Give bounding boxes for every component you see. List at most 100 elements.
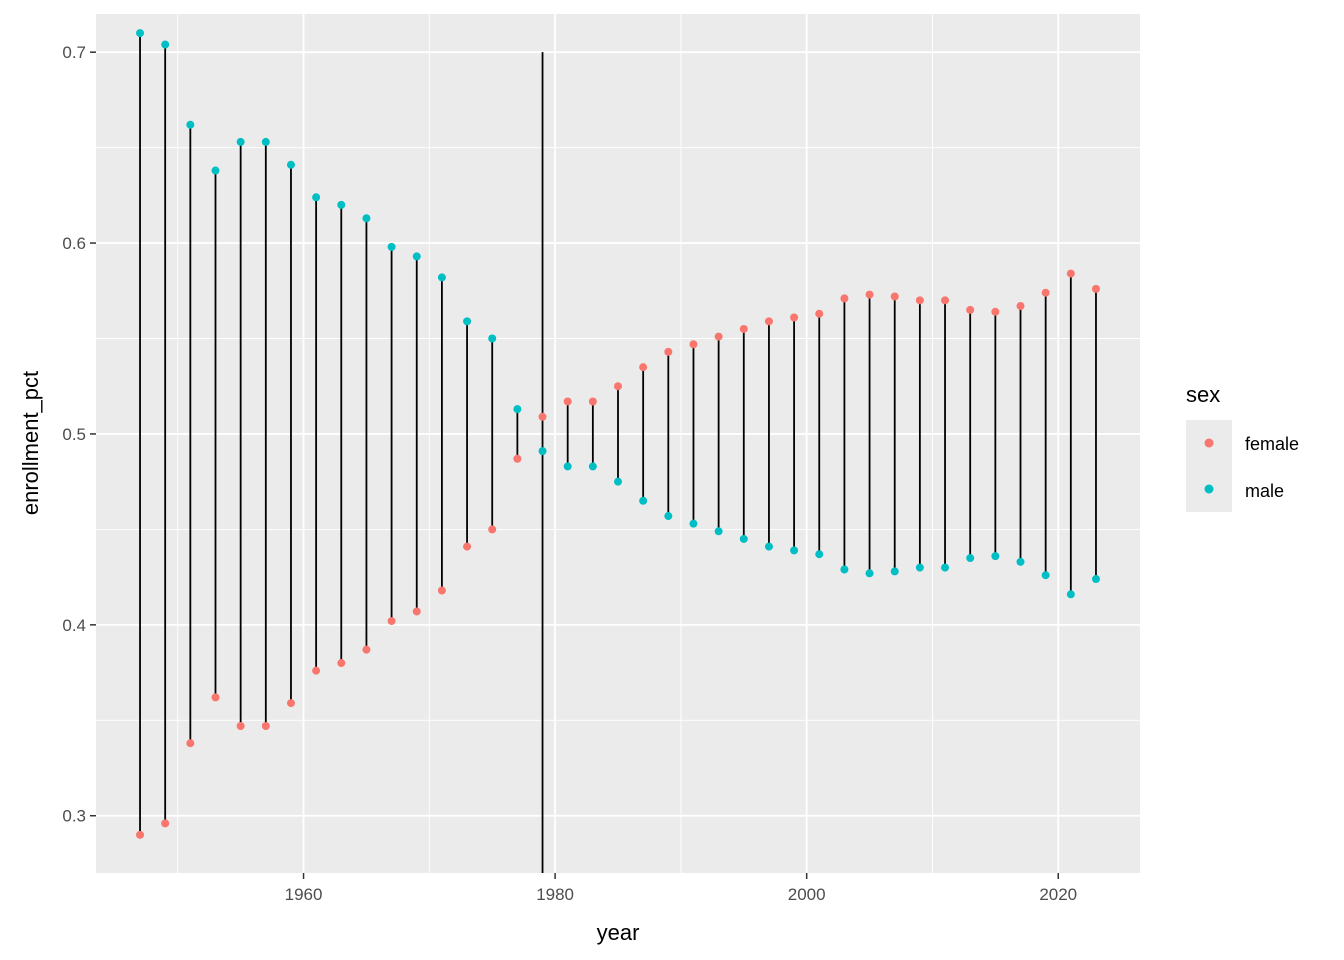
data-point-male bbox=[790, 546, 799, 555]
data-point-female bbox=[337, 659, 346, 668]
data-point-female bbox=[513, 454, 522, 463]
data-point-female bbox=[286, 699, 295, 708]
data-point-female bbox=[865, 290, 874, 299]
legend-title: sex bbox=[1186, 382, 1220, 407]
data-point-female bbox=[1091, 284, 1100, 293]
legend: sex female male bbox=[1186, 382, 1299, 512]
data-point-male bbox=[764, 542, 773, 551]
data-point-female bbox=[941, 296, 950, 305]
data-point-female bbox=[614, 382, 622, 391]
y-tick-label: 0.4 bbox=[62, 616, 86, 635]
data-point-female bbox=[664, 347, 673, 356]
data-point-male bbox=[890, 567, 899, 576]
data-point-female bbox=[915, 296, 924, 305]
data-point-male bbox=[312, 193, 321, 202]
data-point-male bbox=[161, 40, 170, 49]
data-point-male bbox=[1016, 557, 1025, 566]
y-tick-label: 0.7 bbox=[62, 43, 86, 62]
data-point-female bbox=[211, 693, 220, 702]
data-point-male bbox=[865, 569, 874, 578]
x-axis-title: year bbox=[597, 920, 640, 945]
x-tick-label: 1960 bbox=[285, 885, 323, 904]
y-tick-label: 0.6 bbox=[62, 234, 86, 253]
data-point-male bbox=[488, 334, 497, 343]
data-point-male bbox=[714, 527, 723, 536]
data-point-female bbox=[261, 722, 270, 731]
data-point-female bbox=[840, 294, 849, 303]
data-point-male bbox=[412, 252, 421, 261]
data-point-female bbox=[1066, 269, 1075, 278]
data-point-male bbox=[286, 160, 295, 169]
y-tick-label: 0.3 bbox=[62, 807, 86, 826]
data-point-female bbox=[488, 525, 497, 534]
legend-swatch-female bbox=[1204, 438, 1214, 448]
y-axis-title: enrollment_pct bbox=[18, 371, 43, 515]
x-tick-label: 2020 bbox=[1039, 885, 1077, 904]
data-point-male bbox=[538, 447, 547, 456]
data-point-male bbox=[236, 137, 245, 146]
data-point-female bbox=[312, 666, 321, 675]
x-tick-label: 1980 bbox=[536, 885, 574, 904]
data-point-female bbox=[714, 332, 723, 341]
data-point-female bbox=[639, 363, 648, 372]
data-point-male bbox=[437, 273, 446, 282]
data-point-male bbox=[186, 120, 195, 129]
dumbbell-segments bbox=[139, 33, 1097, 873]
data-point-female bbox=[412, 607, 421, 616]
data-point-male bbox=[588, 462, 597, 471]
data-point-female bbox=[1041, 288, 1050, 297]
x-axis: 1960 1980 2000 2020 bbox=[285, 873, 1077, 904]
data-point-male bbox=[513, 405, 522, 414]
data-point-male bbox=[689, 519, 698, 528]
data-point-female bbox=[739, 324, 748, 333]
data-point-male bbox=[915, 563, 924, 572]
data-point-male bbox=[261, 137, 270, 146]
data-point-male bbox=[639, 496, 648, 505]
data-point-male bbox=[563, 462, 572, 471]
data-point-female bbox=[689, 340, 698, 349]
data-point-female bbox=[437, 586, 446, 595]
legend-label-male: male bbox=[1245, 481, 1284, 501]
x-tick-label: 2000 bbox=[788, 885, 826, 904]
y-axis: 0.3 0.4 0.5 0.6 0.7 bbox=[62, 43, 96, 826]
data-point-female bbox=[362, 645, 371, 654]
data-point-female bbox=[1016, 302, 1025, 311]
data-point-female bbox=[991, 307, 1000, 316]
data-point-male bbox=[362, 214, 371, 223]
data-point-female bbox=[966, 305, 975, 314]
y-tick-label: 0.5 bbox=[62, 425, 86, 444]
data-point-female bbox=[815, 309, 824, 318]
data-point-female bbox=[463, 542, 472, 551]
data-point-male bbox=[1091, 575, 1100, 584]
data-point-male bbox=[739, 534, 748, 543]
data-point-male bbox=[463, 317, 472, 326]
data-point-male bbox=[840, 565, 849, 574]
data-point-male bbox=[815, 550, 824, 559]
data-point-female bbox=[563, 397, 572, 406]
data-points bbox=[136, 29, 1100, 839]
data-point-female bbox=[186, 739, 195, 748]
data-point-male bbox=[614, 477, 622, 486]
data-point-female bbox=[538, 412, 547, 421]
data-point-female bbox=[790, 313, 799, 322]
data-point-male bbox=[941, 563, 950, 572]
minor-gridlines bbox=[96, 14, 1140, 873]
data-point-female bbox=[387, 617, 396, 626]
data-point-female bbox=[588, 397, 597, 406]
data-point-male bbox=[991, 552, 1000, 561]
legend-label-female: female bbox=[1245, 434, 1299, 454]
legend-swatch-male bbox=[1204, 484, 1214, 494]
data-point-male bbox=[1041, 571, 1050, 580]
data-point-female bbox=[136, 830, 145, 839]
data-point-female bbox=[764, 317, 773, 326]
data-point-male bbox=[211, 166, 220, 175]
data-point-female bbox=[161, 819, 170, 828]
data-point-male bbox=[664, 512, 673, 521]
data-point-male bbox=[966, 554, 975, 563]
data-point-female bbox=[890, 292, 899, 301]
data-point-female bbox=[236, 722, 245, 731]
data-point-male bbox=[387, 242, 396, 251]
data-point-male bbox=[136, 29, 145, 38]
data-point-male bbox=[337, 200, 346, 209]
